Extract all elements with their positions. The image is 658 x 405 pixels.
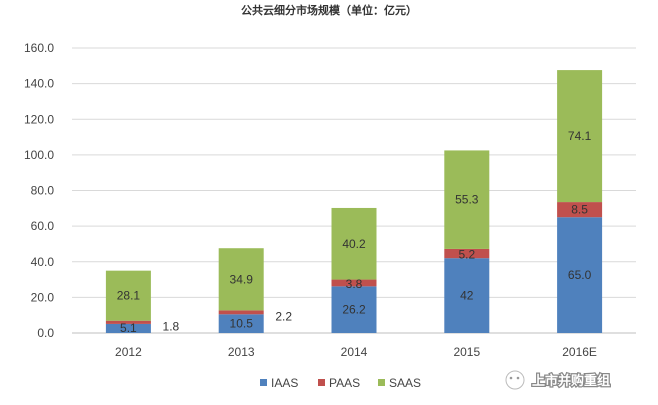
bar-iaas-2015 [444, 258, 490, 333]
bars [105, 70, 603, 333]
data-label-iaas-2014: 26.2 [342, 303, 366, 317]
gridlines [72, 47, 636, 334]
watermark: 上市并购重组 [505, 370, 611, 390]
data-label-paas-2015: 5.2 [458, 248, 475, 262]
bar-paas-2013 [218, 310, 264, 315]
data-label-saas-2016e: 74.1 [568, 129, 592, 143]
data-label-iaas-2015: 42 [460, 289, 474, 303]
data-label-saas-2014: 40.2 [342, 237, 366, 251]
watermark-text: 上市并购重组 [532, 373, 610, 389]
legend: IAAS PAAS SAAS [260, 376, 421, 390]
legend-swatch-saas [378, 379, 385, 386]
y-tick-label: 100.0 [24, 148, 54, 162]
data-label-paas-2016e: 8.5 [571, 203, 588, 217]
data-label-saas-2013: 34.9 [230, 272, 254, 286]
data-label-iaas-2012: 5.1 [120, 321, 137, 335]
y-tick-label: 0.0 [37, 326, 54, 340]
x-tick-label: 2012 [115, 345, 142, 359]
x-tick-label: 2015 [453, 345, 480, 359]
bar-paas-2014 [331, 279, 377, 287]
bar-saas-2016e [557, 70, 603, 203]
chart-title: 公共云细分市场规模（单位：亿元） [241, 3, 417, 17]
y-tick-label: 20.0 [31, 290, 55, 304]
bar-paas-2012 [105, 320, 151, 324]
bar-iaas-2013 [218, 314, 264, 333]
data-labels: 5.1 1.8 28.1 10.5 2.2 34.9 26.2 3.8 40.2 42 5.2 55.… [117, 129, 592, 335]
y-tick-label: 120.0 [24, 112, 54, 126]
data-label-paas-2012: 1.8 [163, 319, 180, 333]
legend-label-paas: PAAS [329, 376, 360, 390]
x-axis: 2012 2013 2014 2015 2016E [115, 345, 597, 359]
data-label-saas-2015: 55.3 [455, 193, 479, 207]
data-label-iaas-2016e: 65.0 [568, 268, 592, 282]
data-label-paas-2014: 3.8 [346, 277, 363, 291]
legend-label-iaas: IAAS [271, 376, 298, 390]
bar-saas-2014 [331, 207, 377, 280]
bar-iaas-2014 [331, 286, 377, 333]
bar-paas-2016e [557, 202, 603, 218]
bar-iaas-2012 [105, 323, 151, 333]
bar-iaas-2016e [557, 217, 603, 333]
y-tick-label: 140.0 [24, 77, 54, 91]
y-tick-label: 40.0 [31, 255, 55, 269]
data-label-saas-2012: 28.1 [117, 289, 141, 303]
legend-label-saas: SAAS [389, 376, 421, 390]
x-tick-label: 2016E [562, 345, 597, 359]
bar-paas-2015 [444, 248, 490, 259]
data-label-iaas-2013: 10.5 [230, 317, 254, 331]
bar-saas-2013 [218, 248, 264, 311]
bar-saas-2015 [444, 150, 490, 249]
y-tick-label: 80.0 [31, 184, 55, 198]
legend-swatch-iaas [260, 379, 267, 386]
legend-swatch-paas [318, 379, 325, 386]
x-tick-label: 2014 [341, 345, 368, 359]
data-label-paas-2013: 2.2 [275, 309, 292, 323]
wechat-icon [505, 370, 525, 390]
y-tick-label: 160.0 [24, 41, 54, 55]
y-tick-label: 60.0 [31, 219, 55, 233]
bar-saas-2012 [105, 270, 151, 321]
x-tick-label: 2013 [228, 345, 255, 359]
y-axis: 0.0 20.0 40.0 60.0 80.0 100.0 120.0 140.0 160.0 [24, 41, 54, 340]
